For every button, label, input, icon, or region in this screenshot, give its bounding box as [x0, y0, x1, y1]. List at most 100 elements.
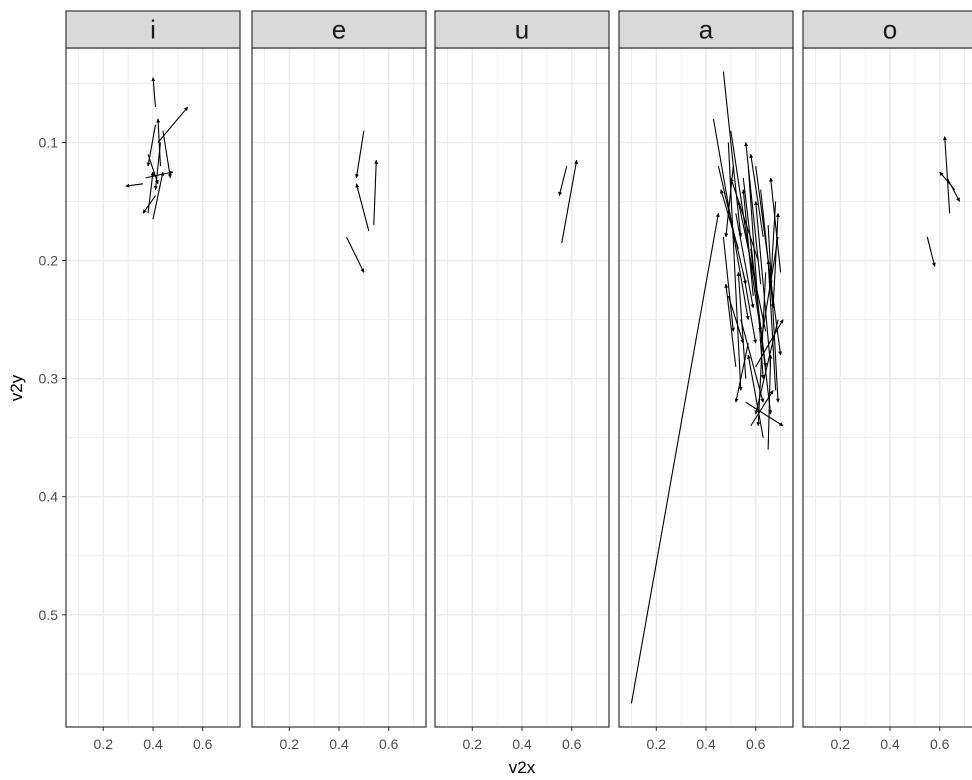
arrow-mark: [724, 283, 737, 367]
arrow-mark: [749, 153, 764, 238]
y-tick-label: 0.4: [39, 489, 59, 505]
arrow-group: [125, 77, 189, 220]
arrow-mark: [727, 142, 743, 391]
facet-strip: [251, 10, 427, 49]
x-tick-label: 0.2: [280, 736, 300, 752]
arrow-mark: [561, 159, 579, 243]
arrow-mark: [152, 171, 165, 220]
y-tick-label: 0.1: [39, 134, 59, 150]
arrow-mark: [766, 260, 777, 391]
x-tick-label: 0.6: [746, 736, 766, 752]
arrow-mark: [926, 236, 936, 267]
arrow-mark: [730, 177, 759, 261]
arrow-mark: [740, 319, 765, 403]
panel-grid: [66, 48, 240, 727]
arrow-mark: [146, 124, 157, 167]
arrow-mark: [767, 225, 780, 403]
arrow-mark: [756, 272, 767, 427]
y-tick-label: 0.3: [39, 371, 59, 387]
facet-strip: [65, 10, 241, 49]
facet-label: u: [515, 15, 529, 45]
facet-strip: [618, 10, 794, 49]
facet-panels: i 0.2 0.4 0.6 e 0.2 0.4 0.6 u 0.2 0.4 0.6 a 0.2 0.4 0.6…: [65, 10, 972, 752]
arrow-mark: [754, 201, 772, 367]
arrow-mark: [769, 177, 782, 273]
y-tick-label: 0.5: [39, 607, 59, 623]
facet-panel-u: u 0.2 0.4 0.6: [434, 10, 610, 752]
arrow-mark: [741, 189, 754, 297]
x-tick-label: 0.6: [379, 736, 399, 752]
arrow-mark: [746, 354, 764, 438]
arrow-mark: [724, 166, 734, 238]
facet-label: e: [332, 15, 346, 45]
arrow-mark: [750, 390, 774, 427]
facet-panel-e: e 0.2 0.4 0.6: [251, 10, 427, 752]
x-tick-label: 0.6: [930, 736, 950, 752]
arrow-mark: [939, 171, 956, 191]
x-tick-label: 0.6: [193, 736, 213, 752]
arrow-mark: [145, 170, 174, 179]
arrow-mark: [355, 183, 370, 232]
arrow-mark: [345, 236, 365, 273]
facet-label: o: [883, 15, 897, 45]
arrow-mark: [720, 189, 739, 249]
arrow-mark: [722, 71, 743, 238]
x-tick-label: 0.4: [143, 736, 163, 752]
arrow-mark: [737, 201, 767, 332]
y-axis-title: v2y: [7, 374, 26, 401]
arrow-mark: [727, 295, 745, 344]
arrow-group: [926, 136, 961, 267]
arrow-mark: [147, 171, 155, 214]
arrow-mark: [717, 165, 747, 285]
x-tick-label: 0.6: [562, 736, 582, 752]
arrow-mark: [946, 177, 961, 202]
facet-panel-o: o 0.2 0.4 0.6: [802, 10, 972, 752]
facet-strip: [802, 10, 972, 49]
arrow-group: [345, 130, 379, 273]
arrow-mark: [125, 183, 144, 188]
arrow-mark: [157, 106, 189, 143]
arrow-mark: [744, 142, 762, 285]
facet-strip: [434, 10, 610, 49]
arrow-group: [558, 159, 579, 243]
arrow-mark: [772, 212, 780, 308]
arrow-mark: [630, 212, 720, 704]
arrow-mark: [722, 236, 735, 332]
facet-panel-i: i 0.2 0.4 0.6: [65, 10, 241, 752]
x-axis-title: v2x: [509, 758, 536, 777]
facet-label: i: [150, 15, 156, 45]
arrow-mark: [742, 272, 758, 344]
facet-label: a: [699, 15, 714, 45]
x-tick-label: 0.2: [463, 736, 483, 752]
arrow-mark: [750, 248, 768, 368]
x-tick-label: 0.4: [880, 736, 900, 752]
arrow-mark: [760, 189, 775, 309]
arrow-mark: [558, 165, 568, 196]
arrow-mark: [730, 130, 763, 332]
arrow-mark: [354, 130, 365, 179]
arrow-mark: [153, 142, 162, 191]
panel-background: [803, 48, 972, 727]
arrow-mark: [734, 343, 749, 403]
arrow-mark: [373, 159, 379, 226]
x-tick-label: 0.2: [94, 736, 114, 752]
x-tick-label: 0.2: [831, 736, 851, 752]
arrow-mark: [767, 354, 773, 450]
x-tick-label: 0.4: [696, 736, 716, 752]
panel-grid: [435, 48, 609, 727]
arrow-mark: [151, 77, 157, 108]
arrow-mark: [745, 401, 784, 427]
arrow-mark: [942, 136, 951, 214]
y-axis: 0.1 0.2 0.3 0.4 0.5: [39, 134, 66, 623]
facet-panel-a: a 0.2 0.4 0.6: [618, 10, 794, 752]
panel-grid: [619, 48, 793, 727]
arrow-mark: [755, 319, 784, 368]
x-tick-label: 0.2: [647, 736, 667, 752]
panel-grid: [252, 48, 426, 727]
arrow-mark: [162, 130, 172, 179]
x-tick-label: 0.4: [329, 736, 349, 752]
arrow-mark: [156, 118, 162, 167]
arrow-group: [630, 71, 784, 704]
panel-grid: [803, 48, 972, 727]
